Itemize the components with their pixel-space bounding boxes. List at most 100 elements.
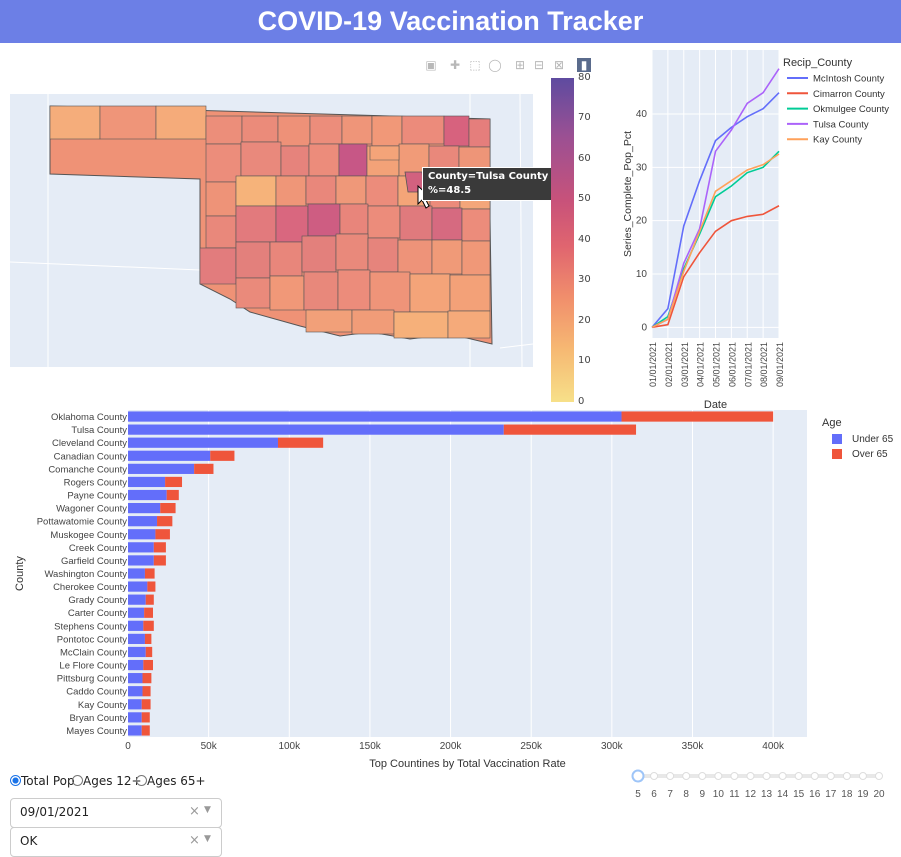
y-tick-label: Oklahoma County — [51, 412, 127, 423]
camera-icon[interactable]: ▣ — [425, 58, 437, 72]
county — [235, 241, 271, 279]
legend-label: Tulsa County — [813, 119, 869, 130]
legend-label: Cimarron County — [813, 89, 885, 100]
county — [431, 207, 463, 241]
y-tick-label: Tulsa County — [71, 425, 127, 436]
radio-unselected-icon[interactable] — [136, 775, 147, 786]
bar — [145, 646, 153, 658]
bar — [147, 581, 156, 592]
county — [449, 274, 491, 312]
bar — [128, 542, 154, 553]
bar — [503, 424, 637, 435]
slider-tick-label: 11 — [729, 789, 740, 800]
y-tick-label: Cherokee County — [53, 582, 127, 593]
county — [443, 115, 470, 147]
bar — [194, 463, 214, 474]
radio-selected-icon[interactable] — [10, 775, 21, 786]
county — [431, 239, 463, 275]
y-axis-title: Series_Complete_Pop_Pct — [622, 131, 634, 257]
y-tick-label: Rogers County — [64, 477, 128, 488]
county — [235, 175, 277, 207]
zoom-in-icon[interactable]: ⊞ — [514, 58, 526, 72]
slider-dot — [794, 772, 803, 780]
slider-handle[interactable] — [631, 769, 645, 783]
bar — [128, 476, 166, 488]
choropleth-map[interactable] — [10, 94, 533, 367]
plotly-logo-icon[interactable]: ▮ — [577, 58, 591, 72]
y-tick-label: Kay County — [78, 700, 127, 711]
series-line — [651, 68, 780, 329]
colorbar-tick: 80 — [578, 72, 591, 83]
y-tick-label: Wagoner County — [56, 504, 127, 515]
y-tick-label: McClain County — [60, 647, 127, 658]
county — [235, 205, 277, 243]
date-dropdown[interactable]: 09/01/2021 × ▼ — [10, 798, 222, 828]
bar — [621, 411, 774, 422]
x-tick-label: 08/01/2021 — [759, 342, 769, 387]
radio-total-pop[interactable]: Total Pop — [10, 774, 75, 788]
county — [341, 115, 373, 145]
colorbar-tick: 10 — [578, 355, 591, 366]
county — [371, 115, 403, 147]
y-tick-label: 30 — [636, 162, 648, 173]
bar — [141, 699, 151, 710]
county — [269, 275, 305, 311]
x-tick-label: 150k — [359, 741, 382, 752]
bar — [142, 686, 151, 697]
radio-label: Ages 12+ — [83, 774, 142, 788]
radio-unselected-icon[interactable] — [72, 775, 83, 786]
legend-label: Under 65 — [852, 434, 894, 445]
slider-tick-label: 12 — [745, 789, 757, 800]
clear-icon[interactable]: × — [189, 833, 200, 848]
county — [339, 203, 369, 235]
y-tick-label: Cleveland County — [52, 438, 127, 449]
slider-tick-label: 7 — [667, 789, 673, 800]
bar — [128, 502, 161, 514]
zoom-out-icon[interactable]: ⊟ — [533, 58, 545, 72]
lasso-icon[interactable]: ◯ — [488, 58, 502, 72]
state-dropdown[interactable]: OK × ▼ — [10, 827, 222, 857]
chevron-down-icon[interactable]: ▼ — [204, 805, 211, 815]
bar — [128, 594, 146, 605]
county — [199, 247, 237, 285]
bar — [128, 659, 144, 671]
y-axis-title: County — [14, 556, 26, 591]
y-tick-label: Garfield County — [61, 556, 127, 567]
county — [269, 241, 303, 277]
bar — [145, 594, 154, 605]
oklahoma-map-svg[interactable] — [10, 94, 533, 367]
clear-icon[interactable]: × — [189, 804, 200, 819]
county — [205, 215, 237, 249]
y-tick-label: Le Flore County — [59, 661, 127, 672]
reset-icon[interactable]: ⊠ — [553, 58, 565, 72]
y-tick-label: Grady County — [68, 595, 127, 606]
modebar: ▣ ✚ ⬚ ◯ ⊞ ⊟ ⊠ ▮ — [420, 58, 591, 74]
x-tick-label: 0 — [125, 741, 131, 752]
radio-ages-65[interactable]: Ages 65+ — [136, 774, 206, 788]
y-tick-label: Creek County — [69, 543, 127, 554]
page-title: COVID-19 Vaccination Tracker — [0, 0, 901, 43]
bar — [128, 555, 154, 566]
chevron-down-icon[interactable]: ▼ — [204, 834, 211, 844]
bar — [155, 529, 170, 540]
box-select-icon[interactable]: ⬚ — [469, 58, 481, 72]
bar — [128, 607, 145, 618]
slider-tick-label: 18 — [841, 789, 853, 800]
tooltip-value: %=48.5 — [428, 185, 472, 196]
slider-tick-label: 8 — [683, 789, 689, 800]
county — [49, 105, 101, 140]
radio-ages-12[interactable]: Ages 12+ — [72, 774, 142, 788]
bar — [144, 607, 153, 618]
county — [309, 115, 343, 145]
bar — [128, 489, 167, 501]
cursor-icon — [417, 184, 433, 209]
bar — [128, 620, 144, 631]
bar — [128, 686, 143, 697]
slider-tick-label: 5 — [635, 789, 641, 800]
bar — [128, 581, 148, 592]
pan-icon[interactable]: ✚ — [449, 58, 461, 72]
slider-dot — [698, 772, 707, 780]
county — [99, 105, 157, 140]
county — [461, 240, 491, 276]
y-tick-label: 40 — [636, 109, 648, 120]
